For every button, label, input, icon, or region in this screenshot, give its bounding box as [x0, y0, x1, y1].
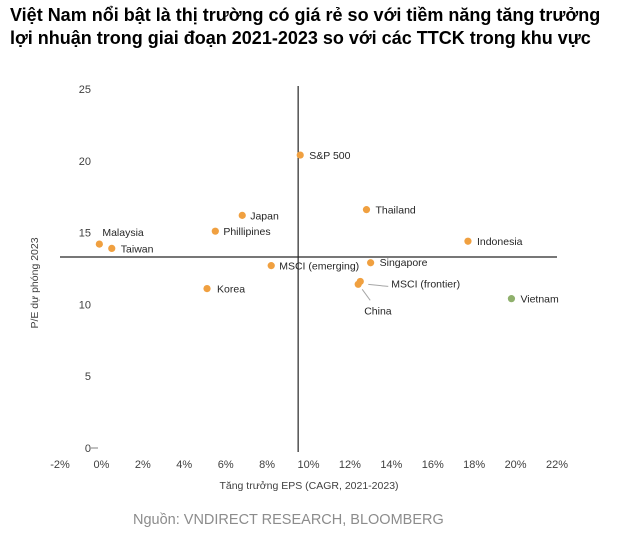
y-tick-label: 20 — [79, 156, 91, 168]
y-tick-label: 25 — [79, 84, 91, 96]
label-japan: Japan — [250, 210, 279, 222]
label-msci-emerging: MSCI (emerging) — [279, 261, 359, 273]
x-tick-label: -2% — [50, 459, 70, 471]
label-indonesia: Indonesia — [477, 236, 523, 248]
label-malaysia: Malaysia — [102, 227, 144, 239]
point-china — [354, 280, 362, 288]
source-note: Nguồn: VNDIRECT RESEARCH, BLOOMBERG — [133, 512, 444, 528]
x-axis-ticks: -2% 0% 2% 4% 6% 8% 10% 12% 14% 16% 18% 20% 22% — [50, 459, 568, 471]
point-taiwan — [108, 244, 116, 252]
x-tick-label: 4% — [176, 459, 192, 471]
x-axis-title: Tăng trưởng EPS (CAGR, 2021-2023) — [219, 480, 398, 492]
x-tick-label: 14% — [380, 459, 402, 471]
label-vietnam: Vietnam — [520, 294, 559, 306]
point-japan — [238, 211, 246, 219]
x-tick-label: 18% — [463, 459, 485, 471]
point-singapore — [367, 259, 375, 267]
x-tick-label: 10% — [297, 459, 319, 471]
point-phillipines — [211, 227, 219, 235]
label-msci-frontier: MSCI (frontier) — [391, 278, 460, 290]
x-tick-label: 12% — [339, 459, 361, 471]
label-s-p-500: S&P 500 — [309, 150, 350, 162]
y-tick-label: 0 — [85, 443, 91, 455]
y-tick-label: 10 — [79, 299, 91, 311]
y-tick-label: 5 — [85, 371, 91, 383]
point-malaysia — [95, 240, 103, 248]
y-axis-ticks: 0 5 10 15 20 25 — [79, 84, 91, 455]
label-phillipines: Phillipines — [223, 226, 270, 238]
reference-lines — [60, 86, 557, 452]
point-indonesia — [464, 237, 472, 245]
chart-title: Việt Nam nổi bật là thị trường có giá rẻ… — [10, 5, 601, 48]
y-tick-label: 15 — [79, 228, 91, 240]
point-korea — [203, 285, 211, 293]
leader-line-china — [361, 289, 371, 301]
label-taiwan: Taiwan — [121, 243, 154, 255]
label-thailand: Thailand — [375, 205, 415, 217]
x-tick-label: 0% — [93, 459, 109, 471]
x-tick-label: 8% — [259, 459, 275, 471]
point-thailand — [362, 206, 371, 214]
label-china: China — [364, 305, 392, 317]
x-tick-label: 22% — [546, 459, 568, 471]
x-tick-label: 20% — [505, 459, 527, 471]
label-korea: Korea — [217, 284, 245, 296]
point-s-p-500 — [296, 151, 304, 159]
point-vietnam — [507, 295, 516, 303]
x-tick-label: 2% — [135, 459, 151, 471]
leader-line-msci-frontier — [368, 283, 389, 287]
data-points — [95, 151, 516, 303]
point-msci-emerging — [267, 262, 275, 270]
x-tick-label: 16% — [422, 459, 444, 471]
x-tick-label: 6% — [218, 459, 234, 471]
point-labels: S&P 500 Thailand Japan Phillipines Malaysia T… — [102, 150, 559, 317]
label-singapore: Singapore — [380, 257, 428, 269]
y-axis-title: P/E dự phóng 2023 — [29, 237, 41, 328]
